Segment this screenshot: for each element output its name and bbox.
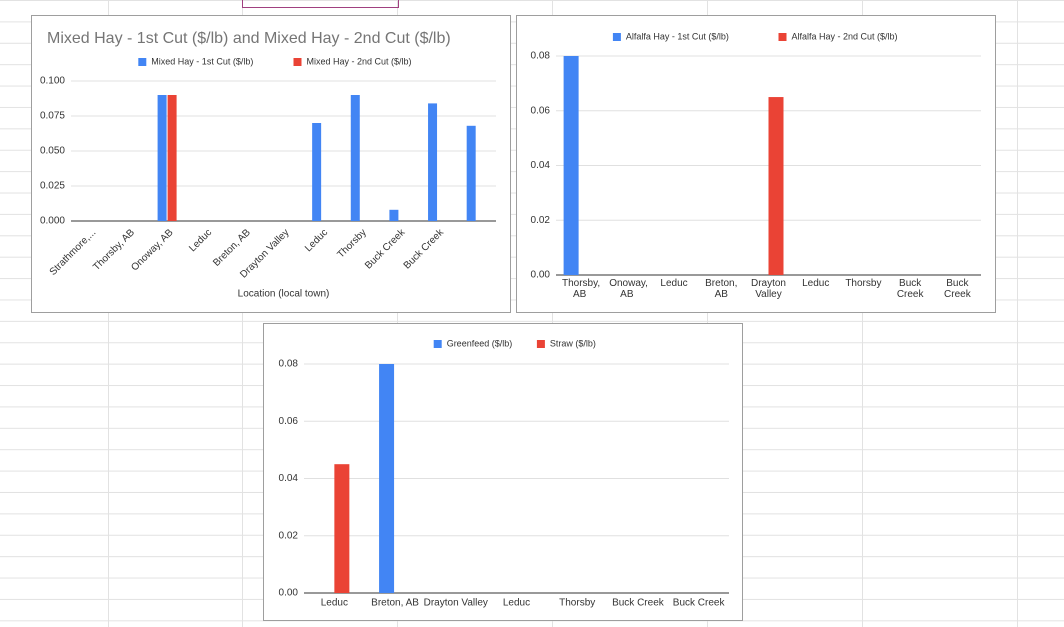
bar [389, 209, 399, 221]
y-tick-label: 0.000 [40, 216, 65, 227]
x-tick-label: Thorsby [845, 278, 882, 289]
column-line [242, 0, 243, 627]
column-line [552, 0, 553, 627]
x-tick-label-box: Leduc [660, 278, 688, 289]
chart-title: Mixed Hay - 1st Cut ($/lb) and Mixed Hay… [47, 30, 451, 47]
x-tick-label: Buck Creek [402, 227, 447, 272]
x-tick-label: Strathmore,... [48, 227, 99, 278]
y-tick-label: 0.00 [279, 588, 299, 599]
x-tick-label: Buck Creek [944, 278, 971, 300]
x-tick-label: Onoway, AB [609, 278, 648, 300]
column-line [862, 0, 863, 627]
y-tick-label: 0.00 [531, 270, 551, 281]
x-tick-label: Leduc [187, 227, 214, 254]
x-tick-label-box: Thorsby [845, 278, 882, 289]
x-tick-label: Buck Creek [896, 278, 924, 300]
column-line [1017, 0, 1018, 627]
bar [428, 103, 438, 221]
x-tick-label: Breton, AB [705, 278, 738, 300]
x-tick-label-box: Buck Creek [944, 278, 971, 300]
y-tick-label: 0.02 [531, 215, 551, 226]
legend-swatch [536, 340, 545, 348]
y-tick-label: 0.02 [279, 530, 299, 541]
column-line [108, 0, 109, 627]
y-tick-label: 0.06 [531, 105, 551, 116]
chart[interactable]: Mixed Hay - 1st Cut ($/lb) and Mixed Hay… [31, 15, 511, 313]
column-line [397, 0, 398, 627]
x-tick-label: Drayton Valley [750, 278, 786, 300]
legend-label: Mixed Hay - 2nd Cut ($/lb) [307, 56, 412, 66]
x-tick-label-box: Thorsby, AB [562, 278, 601, 300]
y-tick-label: 0.04 [531, 160, 551, 171]
x-axis-title: Location (local town) [238, 289, 330, 300]
x-tick-label: Buck Creek [612, 598, 665, 609]
column-line [707, 0, 708, 627]
x-tick-label: Buck Creek [673, 598, 726, 609]
x-tick-label: Thorsby [559, 598, 595, 609]
legend-swatch [433, 340, 442, 348]
y-tick-label: 0.075 [40, 111, 65, 122]
x-tick-label-box: Breton, AB [705, 278, 738, 300]
legend-swatch [612, 33, 621, 41]
x-tick-label: Leduc [802, 278, 830, 289]
bar [334, 464, 350, 593]
legend-label: Alfalfa Hay - 1st Cut ($/lb) [626, 31, 729, 41]
bar [312, 123, 322, 221]
legend-label: Alfalfa Hay - 2nd Cut ($/lb) [792, 31, 898, 41]
legend-label: Straw ($/lb) [550, 338, 596, 348]
x-tick-label: Thorsby, AB [562, 278, 601, 300]
bar [466, 125, 476, 221]
y-tick-label: 0.025 [40, 181, 65, 192]
selected-cell[interactable] [242, 0, 399, 8]
x-tick-label: Onoway, AB [129, 227, 175, 273]
x-tick-label: Leduc [660, 278, 688, 289]
x-tick-label: Breton, AB [371, 598, 419, 609]
y-tick-label: 0.08 [531, 51, 551, 62]
bar [167, 95, 177, 221]
bar [379, 364, 395, 593]
y-tick-label: 0.04 [279, 473, 299, 484]
x-tick-label: Thorsby [335, 227, 368, 260]
bar [350, 95, 360, 221]
bar [563, 56, 579, 275]
legend-swatch [778, 33, 787, 41]
x-tick-label-box: Leduc [802, 278, 830, 289]
y-tick-label: 0.100 [40, 76, 65, 87]
x-tick-label: Leduc [321, 598, 348, 609]
y-tick-label: 0.08 [279, 359, 299, 370]
x-tick-label-box: Buck Creek [896, 278, 924, 300]
x-tick-label: Leduc [503, 598, 530, 609]
x-tick-label-box: Drayton Valley [750, 278, 786, 300]
x-tick-label-box: Onoway, AB [609, 278, 648, 300]
bar [157, 95, 167, 221]
x-tick-label: Drayton Valley [424, 598, 488, 609]
x-tick-label: Leduc [303, 227, 330, 254]
x-tick-label: Breton, AB [211, 227, 253, 269]
legend-swatch [293, 58, 302, 66]
bar [768, 97, 784, 275]
y-tick-label: 0.06 [279, 416, 299, 427]
legend-swatch [138, 58, 147, 66]
legend-label: Mixed Hay - 1st Cut ($/lb) [151, 56, 253, 66]
legend-label: Greenfeed ($/lb) [447, 338, 513, 348]
y-tick-label: 0.050 [40, 146, 65, 157]
chart[interactable]: 0.00 0.02 0.04 0.06 0.08 Alfalfa Hay - 1st Cu… [516, 15, 996, 313]
chart[interactable]: 0.00 0.02 0.04 0.06 0.08 Greenfeed ($/lb) Stra… [263, 323, 743, 621]
